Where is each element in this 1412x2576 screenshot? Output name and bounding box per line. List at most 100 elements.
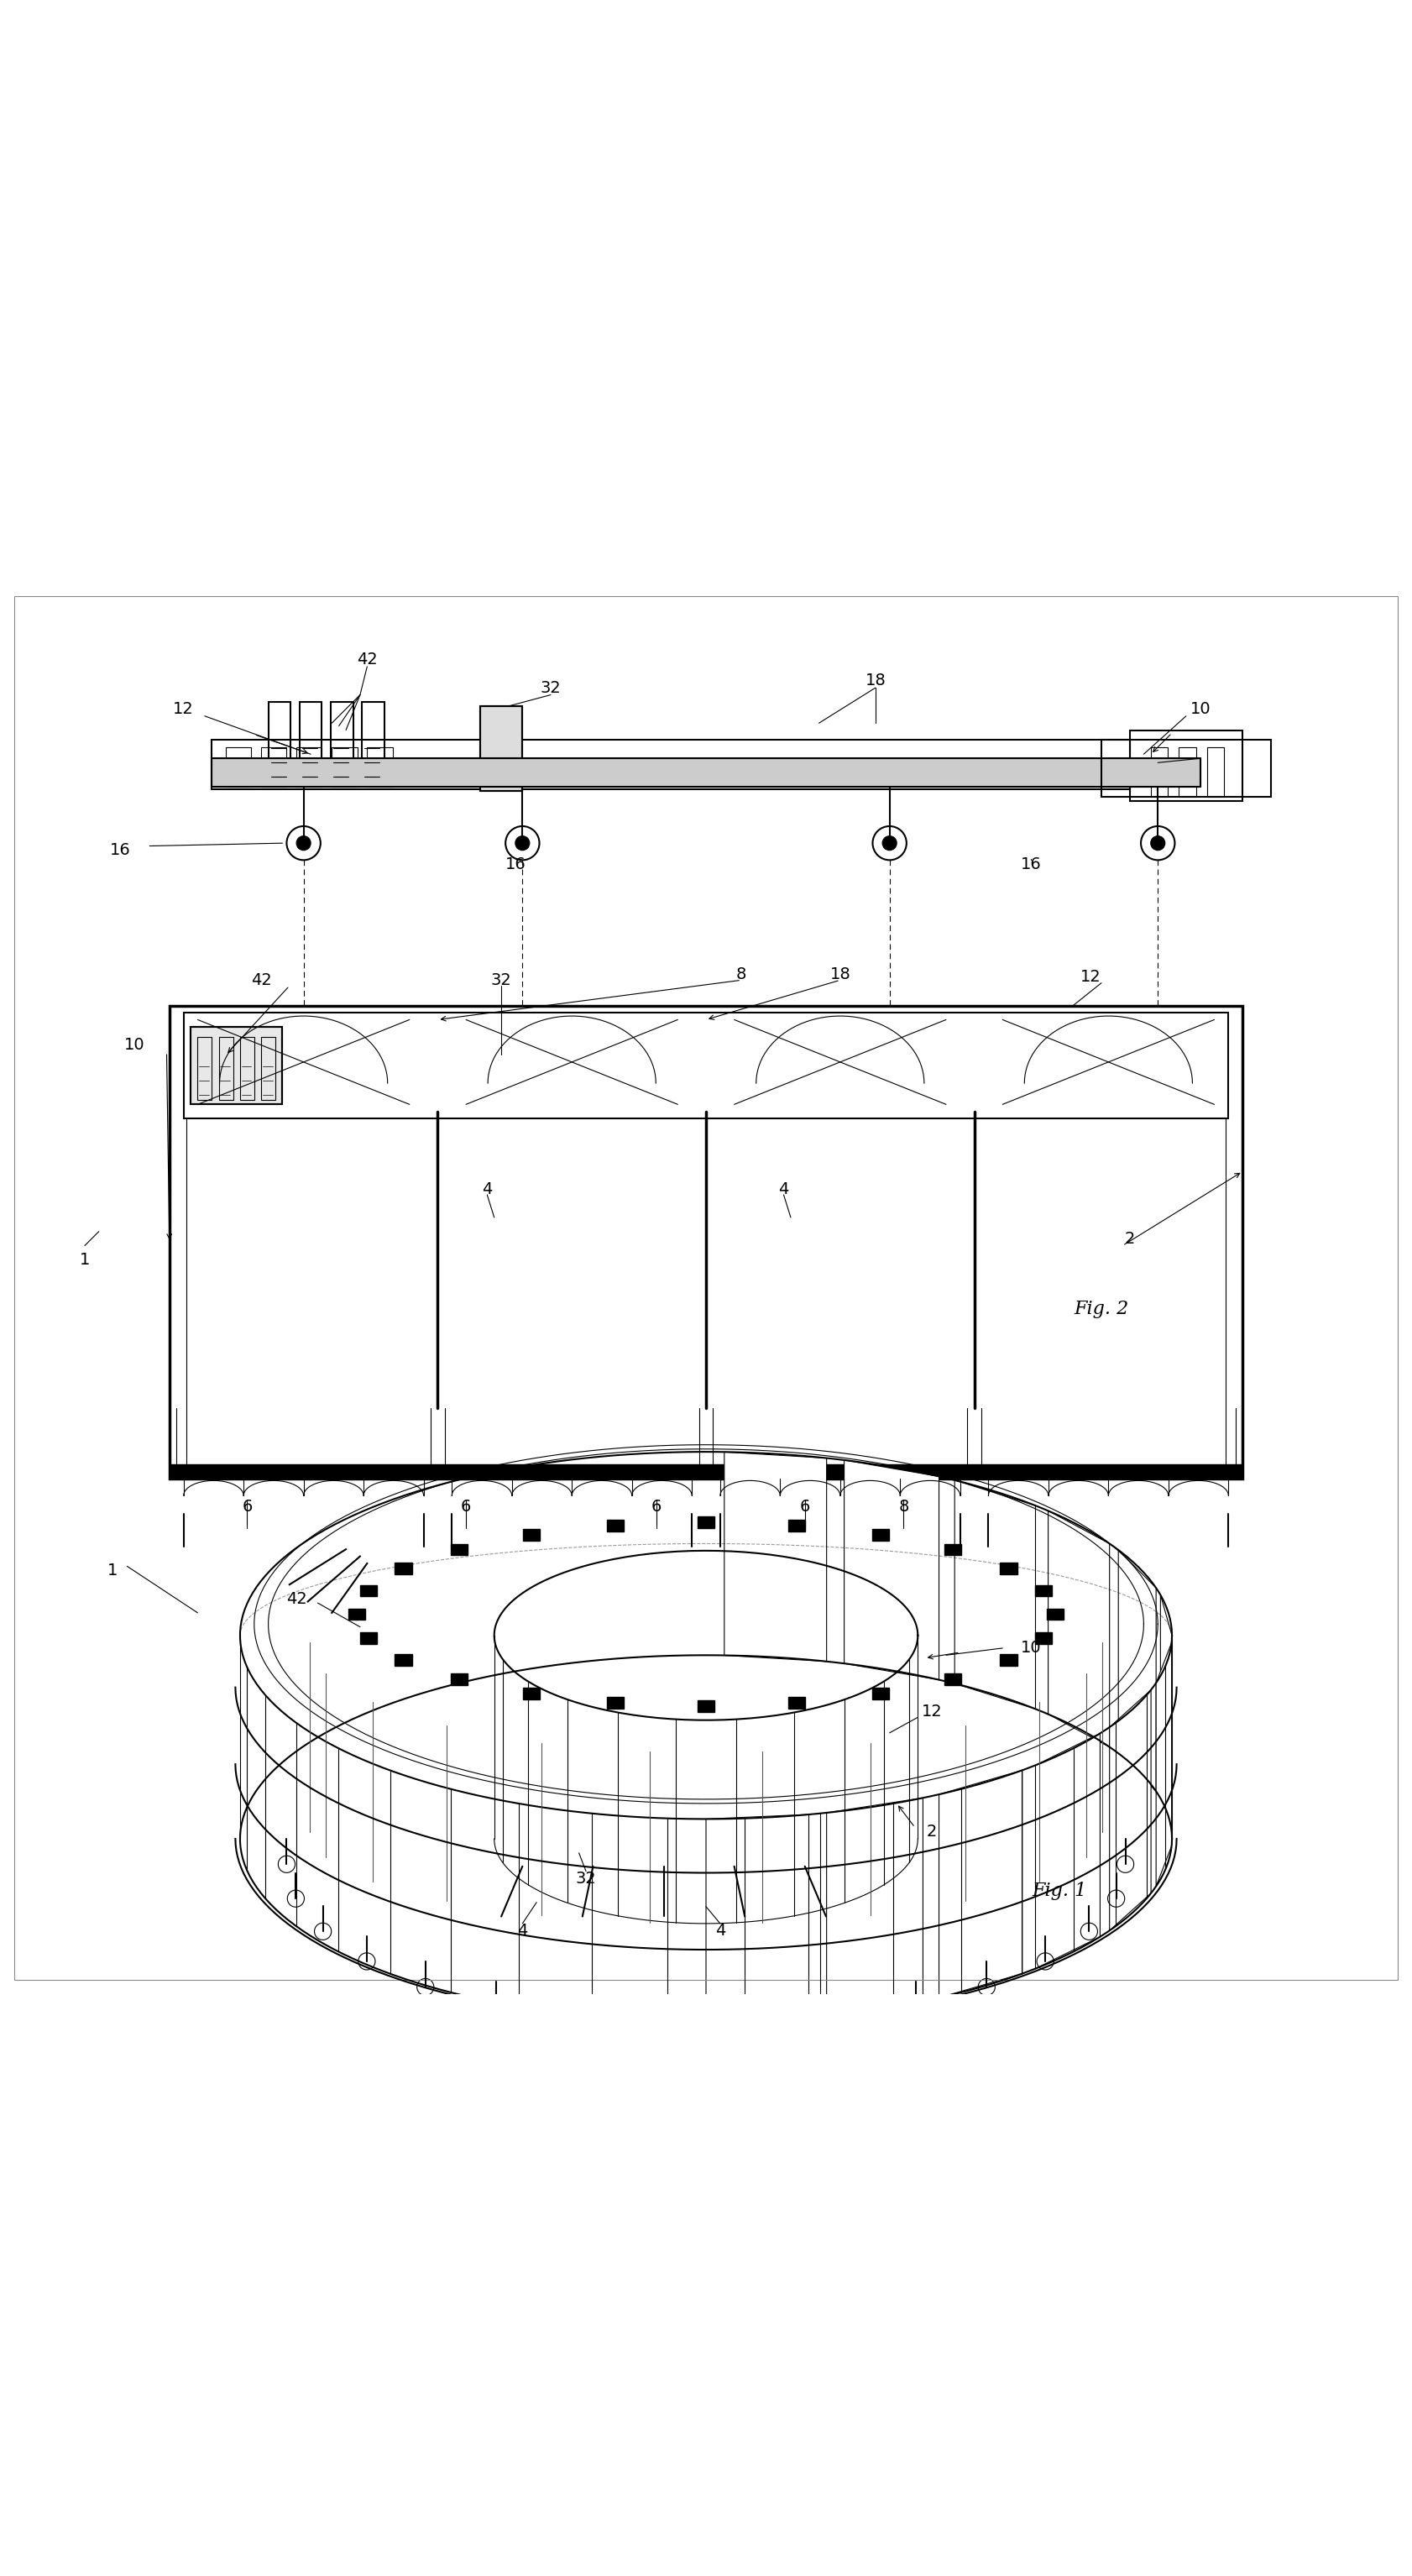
Text: 6: 6 (241, 1499, 253, 1515)
Circle shape (1151, 837, 1165, 850)
Polygon shape (955, 1481, 1035, 1708)
Polygon shape (939, 1770, 1022, 1999)
Bar (169, 1005, 1243, 1479)
Bar (226, 747, 251, 786)
Polygon shape (1048, 1510, 1110, 1747)
Polygon shape (706, 1814, 809, 2022)
Text: 4: 4 (481, 1182, 493, 1198)
Bar (261, 1036, 275, 1100)
Bar (212, 757, 1200, 786)
Polygon shape (826, 1798, 923, 2017)
Bar (1000, 1654, 1017, 1667)
Text: 32: 32 (541, 680, 561, 696)
Text: 2: 2 (1124, 1231, 1135, 1247)
Bar (607, 1698, 624, 1708)
Bar (1046, 1607, 1065, 1620)
Polygon shape (844, 1461, 939, 1680)
Text: 16: 16 (1021, 855, 1041, 873)
Text: 12: 12 (922, 1703, 942, 1721)
Text: 32: 32 (491, 971, 511, 989)
Bar (330, 701, 353, 781)
Bar (361, 701, 384, 781)
Bar (1130, 729, 1243, 801)
Text: 8: 8 (898, 1499, 909, 1515)
Text: 6: 6 (651, 1499, 662, 1515)
Text: 4: 4 (714, 1922, 726, 1940)
Bar (212, 739, 1130, 788)
Bar (261, 747, 287, 786)
Text: 2: 2 (926, 1824, 938, 1839)
Text: Fig. 2: Fig. 2 (1075, 1301, 1128, 1319)
Bar (873, 1530, 890, 1540)
Bar (788, 1520, 805, 1530)
Bar (395, 1654, 412, 1667)
Bar (698, 1700, 714, 1710)
Bar (522, 1687, 539, 1700)
Polygon shape (1035, 1734, 1100, 1968)
Bar (450, 1543, 467, 1556)
Bar (360, 1633, 377, 1643)
Text: 4: 4 (778, 1182, 789, 1198)
Bar (698, 1517, 714, 1528)
Text: 16: 16 (505, 855, 525, 873)
Bar (297, 747, 322, 786)
Text: 18: 18 (830, 966, 850, 981)
Bar (1151, 747, 1168, 796)
Bar (945, 1674, 962, 1685)
Text: 42: 42 (357, 652, 377, 667)
Bar (607, 1520, 624, 1530)
Text: 8: 8 (736, 966, 747, 981)
Bar (395, 1564, 412, 1574)
Bar (212, 757, 1200, 786)
Bar (198, 1036, 212, 1100)
Text: 42: 42 (287, 1592, 306, 1607)
Text: 32: 32 (576, 1870, 596, 1886)
Bar (1101, 739, 1271, 796)
Circle shape (515, 837, 530, 850)
Polygon shape (1156, 1643, 1172, 1886)
Text: 12: 12 (174, 701, 193, 716)
Bar (450, 1674, 467, 1685)
Bar (522, 1530, 539, 1540)
Bar (1000, 1564, 1017, 1574)
Bar (332, 747, 357, 786)
Text: 12: 12 (1080, 969, 1101, 984)
Polygon shape (1118, 1551, 1156, 1790)
Text: 4: 4 (517, 1922, 528, 1940)
Text: 10: 10 (1190, 701, 1210, 716)
Bar (347, 1607, 364, 1620)
Bar (480, 706, 522, 791)
Bar (360, 1584, 377, 1597)
Text: 10: 10 (124, 1038, 144, 1054)
Bar (240, 1036, 254, 1100)
Text: 6: 6 (799, 1499, 810, 1515)
Bar (191, 1028, 282, 1105)
Bar (191, 1028, 282, 1105)
Polygon shape (724, 1453, 826, 1662)
Text: 42: 42 (251, 971, 271, 989)
Bar (480, 706, 522, 791)
Bar (788, 1698, 805, 1708)
Bar (1035, 1633, 1052, 1643)
Circle shape (882, 837, 897, 850)
Bar (268, 701, 291, 781)
Bar (367, 747, 393, 786)
Bar (873, 1687, 890, 1700)
Bar (1179, 747, 1196, 796)
Circle shape (297, 837, 311, 850)
Text: 1: 1 (107, 1564, 119, 1579)
Bar (219, 1036, 233, 1100)
Text: 18: 18 (866, 672, 885, 688)
Polygon shape (1161, 1595, 1172, 1839)
Bar (1207, 747, 1224, 796)
Bar (184, 1012, 1228, 1118)
Bar (169, 1466, 1243, 1479)
Polygon shape (1110, 1690, 1151, 1929)
Text: 1: 1 (79, 1252, 90, 1267)
Text: 16: 16 (110, 842, 130, 858)
Text: 6: 6 (460, 1499, 472, 1515)
Bar (945, 1543, 962, 1556)
Bar (1035, 1584, 1052, 1597)
Text: 10: 10 (1021, 1641, 1041, 1656)
Text: Fig. 1: Fig. 1 (1032, 1883, 1086, 1901)
